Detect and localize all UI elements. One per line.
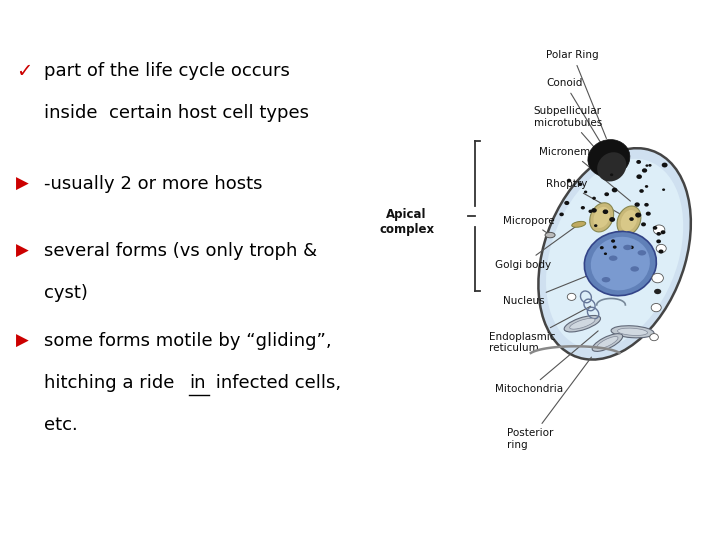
Text: Subpellicular
microtubules: Subpellicular microtubules [534, 106, 620, 177]
Ellipse shape [597, 336, 618, 348]
Ellipse shape [539, 148, 691, 360]
Ellipse shape [652, 273, 663, 283]
Ellipse shape [659, 249, 664, 254]
Ellipse shape [593, 207, 610, 228]
Ellipse shape [656, 245, 666, 253]
Ellipse shape [609, 217, 615, 222]
Text: -usually 2 or more hosts: -usually 2 or more hosts [45, 175, 263, 193]
Ellipse shape [588, 210, 593, 213]
Ellipse shape [634, 202, 640, 207]
Ellipse shape [644, 203, 649, 207]
Ellipse shape [592, 197, 596, 200]
Ellipse shape [564, 315, 600, 332]
Ellipse shape [567, 179, 571, 183]
Text: Polar Ring: Polar Ring [546, 50, 606, 138]
Ellipse shape [662, 188, 665, 191]
Ellipse shape [646, 212, 651, 216]
Ellipse shape [604, 252, 607, 255]
Text: several forms (vs only troph &: several forms (vs only troph & [45, 242, 318, 260]
Ellipse shape [603, 210, 608, 214]
Ellipse shape [600, 246, 604, 249]
Text: Posterior
ring: Posterior ring [507, 357, 591, 450]
Ellipse shape [611, 239, 615, 242]
Text: cyst): cyst) [45, 284, 89, 302]
Ellipse shape [649, 334, 658, 341]
Text: Mitochondria: Mitochondria [495, 331, 598, 394]
Ellipse shape [656, 239, 661, 244]
Ellipse shape [636, 174, 642, 179]
Text: in: in [189, 374, 206, 392]
Ellipse shape [591, 237, 650, 291]
Text: Nucleus: Nucleus [503, 263, 619, 306]
Ellipse shape [618, 328, 647, 335]
Text: Micropore: Micropore [503, 215, 555, 233]
Ellipse shape [641, 222, 646, 226]
Ellipse shape [588, 139, 630, 177]
Ellipse shape [604, 192, 609, 196]
Ellipse shape [631, 266, 639, 272]
Ellipse shape [597, 152, 626, 181]
Text: part of the life cycle occurs: part of the life cycle occurs [45, 62, 290, 80]
Ellipse shape [545, 232, 555, 238]
Ellipse shape [651, 303, 661, 312]
Ellipse shape [657, 232, 661, 235]
Ellipse shape [654, 289, 661, 294]
Ellipse shape [629, 246, 634, 249]
Ellipse shape [617, 206, 641, 235]
Ellipse shape [621, 210, 637, 231]
Ellipse shape [613, 246, 616, 249]
Text: ▶: ▶ [16, 242, 29, 260]
Ellipse shape [564, 201, 570, 205]
Text: some forms motile by “gliding”,: some forms motile by “gliding”, [45, 332, 332, 350]
Ellipse shape [546, 159, 683, 349]
Ellipse shape [642, 168, 647, 173]
Ellipse shape [581, 206, 585, 210]
Ellipse shape [585, 232, 657, 296]
Ellipse shape [594, 224, 598, 227]
Ellipse shape [610, 173, 613, 176]
Ellipse shape [653, 226, 657, 230]
Text: ▶: ▶ [16, 332, 29, 350]
Text: Rhoptry: Rhoptry [546, 179, 626, 218]
Ellipse shape [602, 277, 611, 282]
Text: Golgi body: Golgi body [495, 226, 577, 269]
Ellipse shape [645, 164, 649, 167]
Ellipse shape [572, 221, 586, 227]
Ellipse shape [661, 230, 665, 234]
Ellipse shape [584, 191, 588, 193]
Ellipse shape [645, 185, 648, 188]
Ellipse shape [612, 188, 618, 192]
Ellipse shape [592, 334, 623, 352]
Ellipse shape [639, 189, 644, 193]
Ellipse shape [629, 217, 634, 221]
Ellipse shape [624, 245, 632, 250]
Ellipse shape [578, 183, 582, 186]
Text: infected cells,: infected cells, [210, 374, 341, 392]
Ellipse shape [662, 163, 667, 167]
Ellipse shape [636, 160, 641, 164]
Text: ▶: ▶ [16, 175, 29, 193]
Ellipse shape [559, 213, 564, 216]
Text: inside  certain host cell types: inside certain host cell types [45, 104, 310, 122]
Ellipse shape [648, 164, 652, 167]
Text: etc.: etc. [45, 416, 78, 434]
Text: ✓: ✓ [16, 62, 32, 80]
Text: Micronemes: Micronemes [539, 147, 631, 201]
Ellipse shape [591, 208, 597, 213]
Text: Endoplasmic
reticulum: Endoplasmic reticulum [489, 306, 590, 353]
Ellipse shape [635, 213, 642, 218]
Ellipse shape [590, 203, 613, 232]
Ellipse shape [653, 225, 665, 234]
Text: Apical
complex: Apical complex [379, 208, 434, 235]
Ellipse shape [638, 250, 646, 255]
Ellipse shape [567, 293, 576, 300]
Ellipse shape [611, 326, 654, 338]
Ellipse shape [609, 255, 618, 261]
Ellipse shape [570, 318, 595, 329]
Text: hitching a ride: hitching a ride [45, 374, 181, 392]
Text: Conoid: Conoid [546, 78, 610, 158]
